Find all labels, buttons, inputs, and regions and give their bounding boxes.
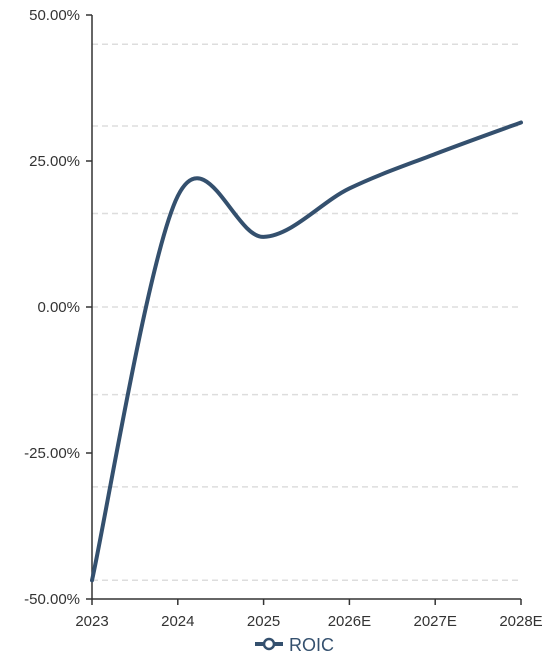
y-ticks: -50.00% -25.00% 0.00% 25.00% 50.00% — [24, 7, 92, 608]
x-tick-label: 2024 — [161, 613, 194, 630]
y-tick-label: -25.00% — [24, 445, 80, 462]
x-tick-label: 2027E — [414, 613, 457, 630]
x-tick-label: 2028E — [499, 613, 542, 630]
x-tick-label: 2025 — [247, 613, 280, 630]
x-tick-label: 2023 — [75, 613, 108, 630]
series-line-roic — [90, 120, 523, 583]
legend-swatch-marker — [262, 637, 276, 651]
x-tick-label: 2026E — [328, 613, 371, 630]
y-tick-label: 25.00% — [29, 153, 80, 170]
legend-label-roic: ROIC — [289, 635, 334, 655]
y-tick-label: 50.00% — [29, 7, 80, 24]
x-ticks: 2023 2024 2025 2026E 2027E 2028E — [75, 599, 543, 630]
y-tick-label: -50.00% — [24, 591, 80, 608]
y-tick-label: 0.00% — [37, 299, 80, 316]
legend[interactable]: ROIC — [255, 635, 334, 655]
grid-lines — [92, 43, 521, 582]
series — [90, 120, 523, 583]
